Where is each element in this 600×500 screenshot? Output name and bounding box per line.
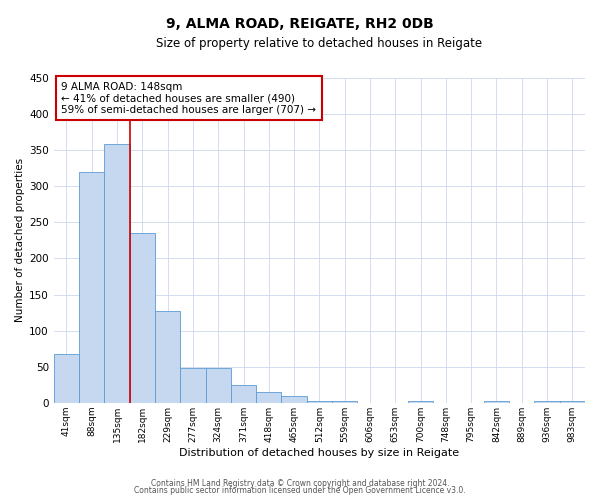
Y-axis label: Number of detached properties: Number of detached properties xyxy=(15,158,25,322)
Text: Contains HM Land Registry data © Crown copyright and database right 2024.: Contains HM Land Registry data © Crown c… xyxy=(151,478,449,488)
Bar xyxy=(155,311,180,403)
Text: Contains public sector information licensed under the Open Government Licence v3: Contains public sector information licen… xyxy=(134,486,466,495)
Bar xyxy=(231,385,256,403)
Bar xyxy=(79,172,104,403)
Bar xyxy=(560,400,585,403)
Bar xyxy=(206,368,231,403)
Bar xyxy=(281,396,307,403)
Bar xyxy=(130,233,155,403)
Bar xyxy=(256,392,281,403)
Bar xyxy=(307,400,332,403)
Bar xyxy=(408,400,433,403)
X-axis label: Distribution of detached houses by size in Reigate: Distribution of detached houses by size … xyxy=(179,448,460,458)
Bar xyxy=(180,368,206,403)
Bar xyxy=(54,354,79,403)
Text: 9 ALMA ROAD: 148sqm
← 41% of detached houses are smaller (490)
59% of semi-detac: 9 ALMA ROAD: 148sqm ← 41% of detached ho… xyxy=(61,82,316,115)
Bar xyxy=(484,400,509,403)
Bar xyxy=(535,400,560,403)
Title: Size of property relative to detached houses in Reigate: Size of property relative to detached ho… xyxy=(157,38,482,51)
Text: 9, ALMA ROAD, REIGATE, RH2 0DB: 9, ALMA ROAD, REIGATE, RH2 0DB xyxy=(166,18,434,32)
Bar xyxy=(104,144,130,403)
Bar xyxy=(332,400,358,403)
